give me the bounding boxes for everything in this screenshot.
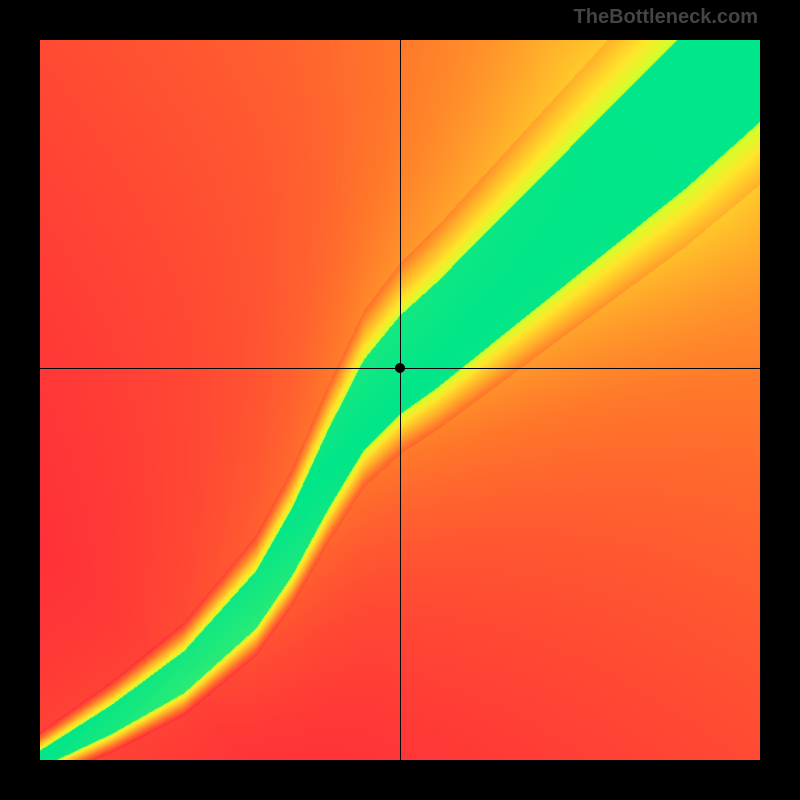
crosshair-marker-dot <box>395 363 405 373</box>
crosshair-vertical <box>400 40 401 760</box>
watermark-text: TheBottleneck.com <box>574 6 758 29</box>
heatmap-plot <box>40 40 760 760</box>
